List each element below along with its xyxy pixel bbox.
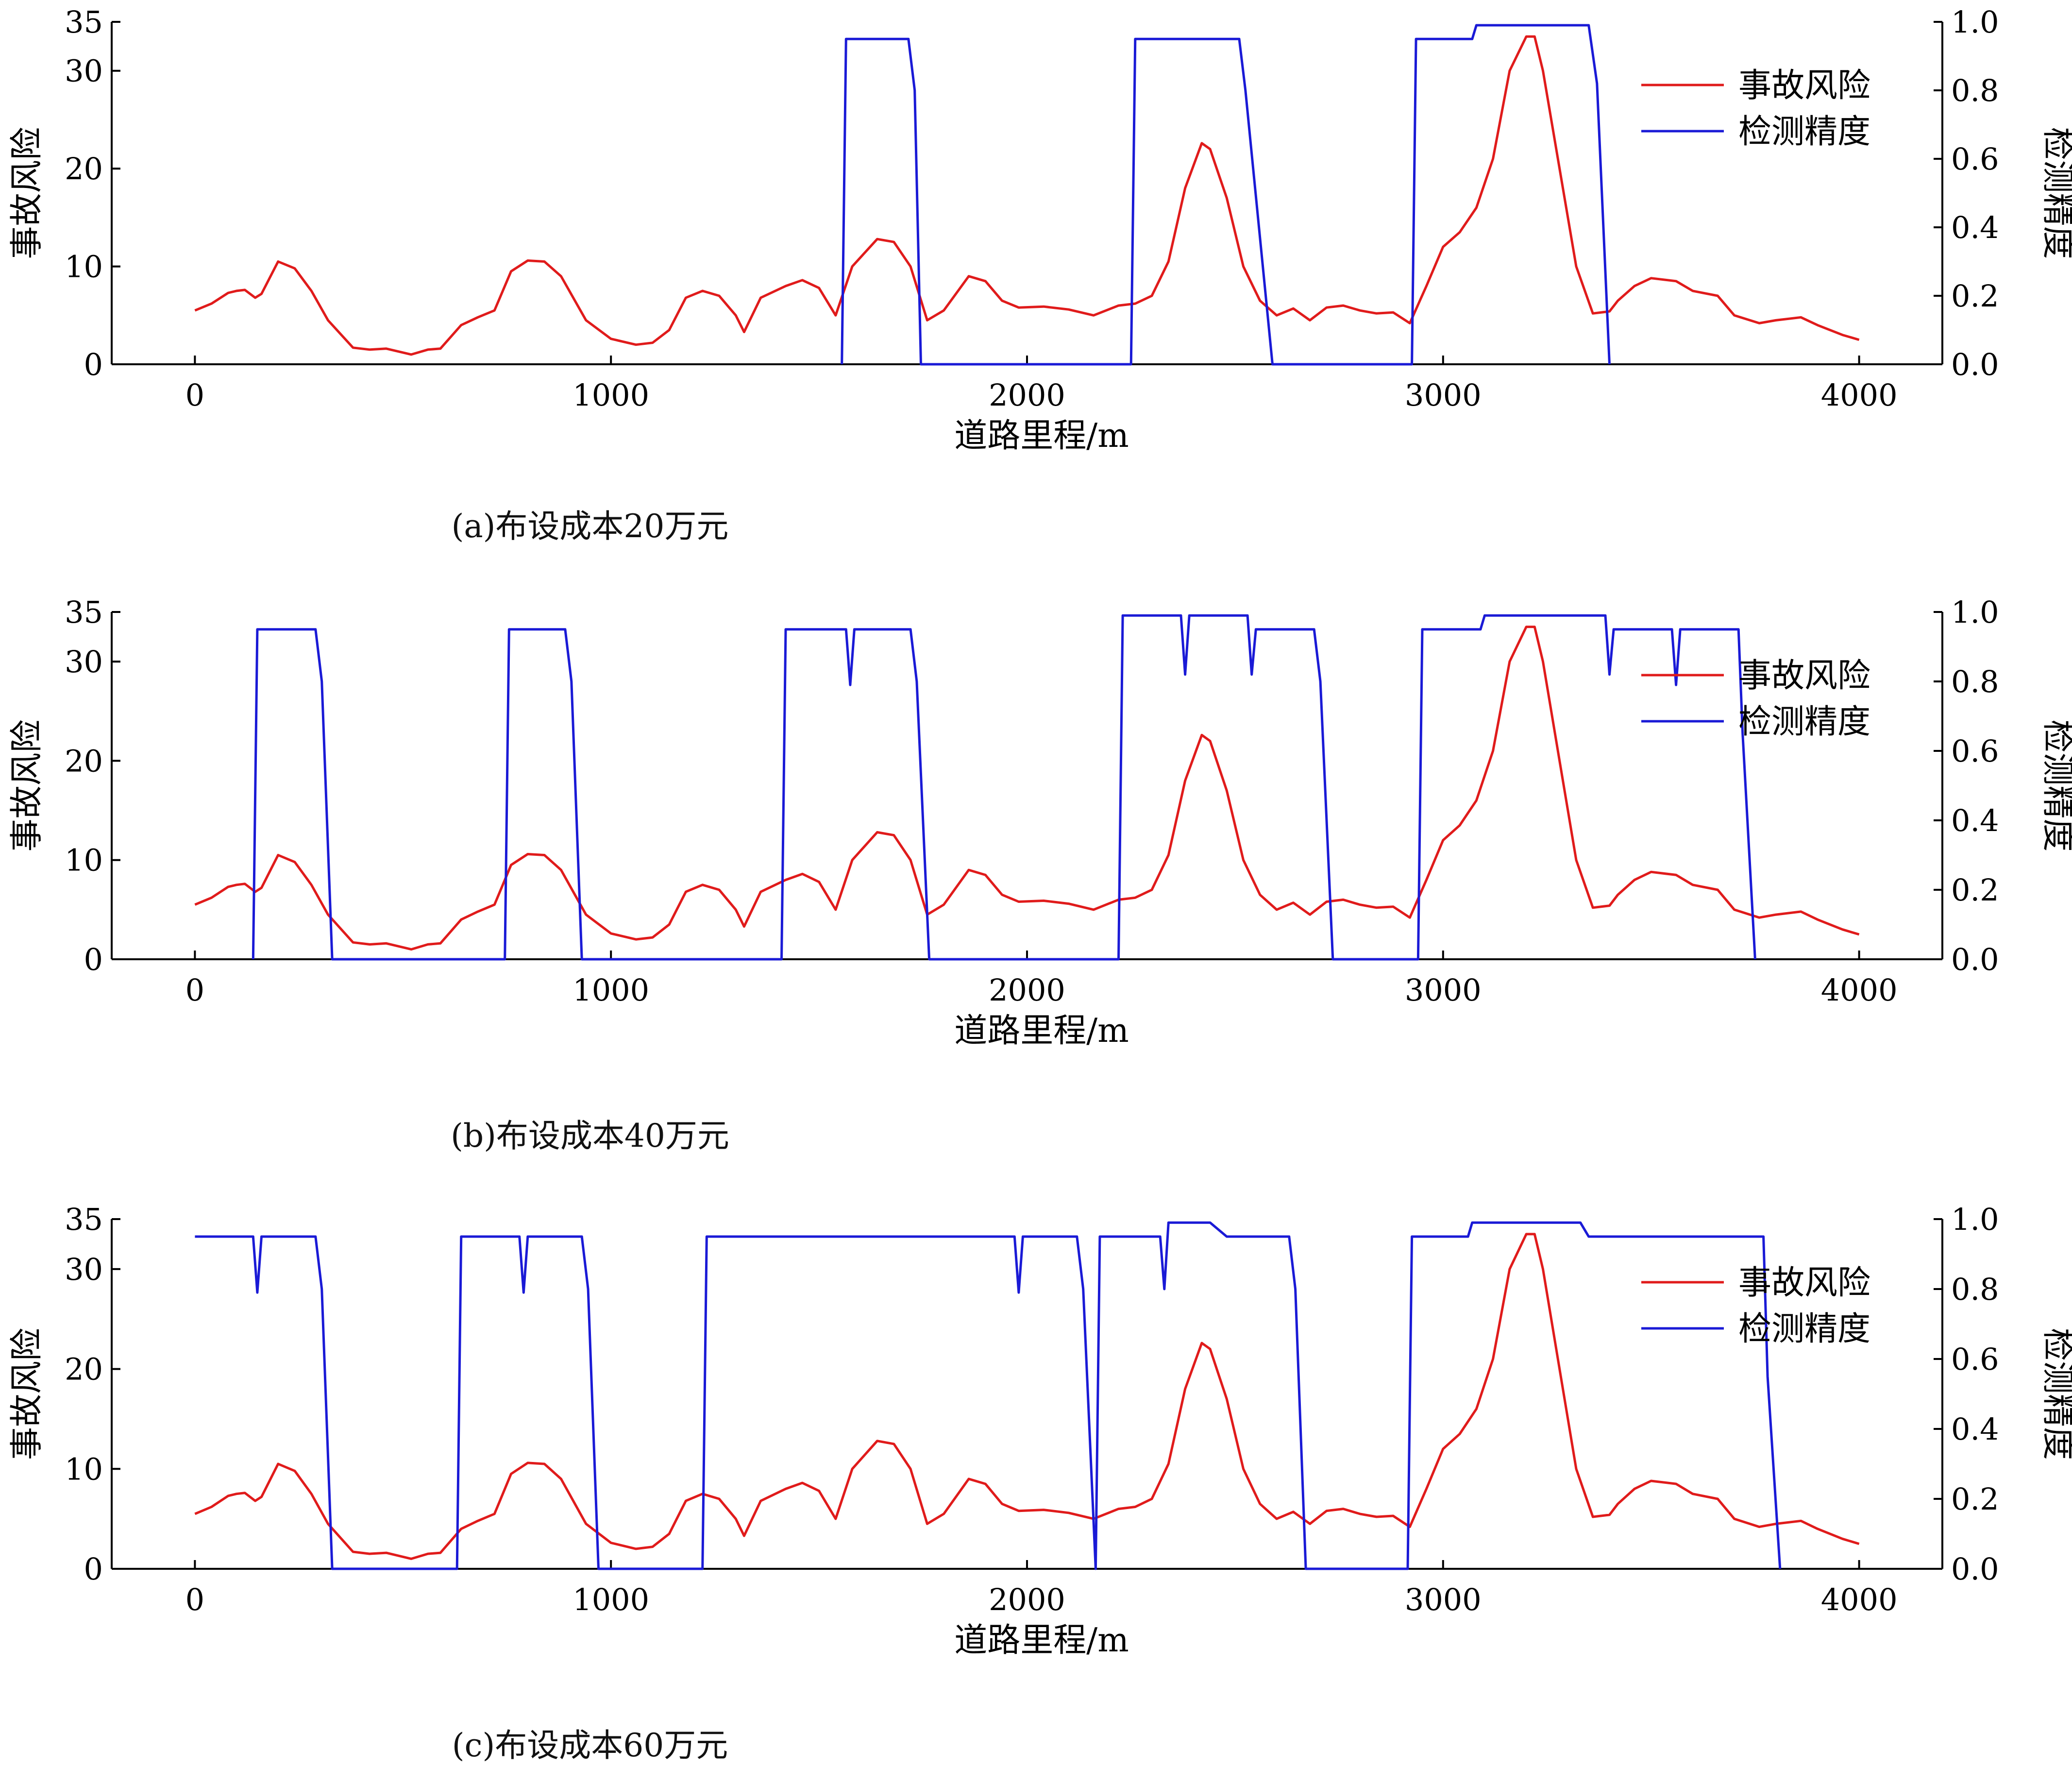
y-axis-right-label: 检测精度 <box>2038 127 2072 259</box>
legend-accuracy-label: 检测精度 <box>1738 113 1870 151</box>
risk-series-line <box>194 35 1860 356</box>
y-right-tick-label: 0.0 <box>1951 1551 1999 1587</box>
risk-series-line <box>194 1233 1860 1560</box>
accuracy-series-line <box>195 1221 1782 1570</box>
x-tick-label: 0 <box>185 377 204 413</box>
x-axis-label: 道路里程/m <box>954 417 1129 455</box>
y-right-tick-label: 0.0 <box>1951 347 1999 382</box>
chart-panel-1: 0 1000 2000 3000 4000 0 10 20 30 35 0.0 0.2 0.4 0.6 0.… <box>8 594 2072 1050</box>
y-left-tick-label: 35 <box>65 1202 103 1237</box>
x-tick-label: 3000 <box>1405 1582 1482 1617</box>
x-tick-label: 1000 <box>573 972 649 1008</box>
y-axis-left-label: 事故风险 <box>8 127 46 259</box>
y-right-tick-label: 0.8 <box>1951 73 1999 108</box>
y-right-tick-label: 0.4 <box>1951 210 1999 245</box>
legend-accuracy-label: 检测精度 <box>1738 1310 1870 1348</box>
y-left-tick-label: 0 <box>84 1551 103 1587</box>
y-axis-left-label: 事故风险 <box>8 719 46 851</box>
y-right-tick-label: 0.2 <box>1951 872 1999 908</box>
x-tick-label: 3000 <box>1405 972 1482 1008</box>
y-right-tick-label: 0.6 <box>1951 1341 1999 1377</box>
y-left-tick-label: 0 <box>84 942 103 977</box>
legend-risk-label: 事故风险 <box>1738 1264 1870 1302</box>
y-left-tick-label: 0 <box>84 347 103 382</box>
caption-b: (b)布设成本40万元 <box>451 1117 729 1155</box>
x-tick-label: 4000 <box>1821 377 1898 413</box>
y-left-tick-label: 30 <box>65 644 103 679</box>
y-left-tick-label: 10 <box>65 1451 103 1487</box>
x-tick-label: 2000 <box>989 972 1065 1008</box>
y-left-tick-label: 20 <box>65 151 103 187</box>
y-left-tick-label: 35 <box>65 4 103 40</box>
legend-risk-label: 事故风险 <box>1738 67 1870 105</box>
accuracy-series-line <box>841 24 1611 366</box>
y-right-tick-label: 0.4 <box>1951 803 1999 838</box>
y-right-tick-label: 1.0 <box>1951 1202 1999 1237</box>
x-axis-label: 道路里程/m <box>954 1621 1129 1660</box>
x-tick-label: 4000 <box>1821 1582 1898 1617</box>
x-tick-label: 4000 <box>1821 972 1898 1008</box>
y-left-tick-label: 10 <box>65 843 103 878</box>
y-axis-right-label: 检测精度 <box>2038 719 2072 851</box>
risk-series-line <box>194 626 1860 951</box>
chart-panel-2: 0 1000 2000 3000 4000 0 10 20 30 35 0.0 0.2 0.4 0.6 0.… <box>8 1202 2072 1660</box>
y-right-tick-label: 0.4 <box>1951 1411 1999 1447</box>
y-axis-right-label: 检测精度 <box>2038 1328 2072 1460</box>
x-tick-label: 2000 <box>989 377 1065 413</box>
legend-risk-label: 事故风险 <box>1738 657 1870 695</box>
y-right-tick-label: 1.0 <box>1951 4 1999 40</box>
x-tick-label: 3000 <box>1405 377 1482 413</box>
y-right-tick-label: 0.8 <box>1951 664 1999 699</box>
x-tick-label: 0 <box>185 1582 204 1617</box>
y-right-tick-label: 1.0 <box>1951 594 1999 630</box>
y-left-tick-label: 30 <box>65 1252 103 1287</box>
y-right-tick-label: 0.8 <box>1951 1272 1999 1307</box>
caption-a: (a)布设成本20万元 <box>451 508 729 545</box>
y-left-tick-label: 35 <box>65 594 103 630</box>
y-axis-left-label: 事故风险 <box>8 1328 46 1460</box>
x-tick-label: 1000 <box>573 1582 649 1617</box>
y-right-tick-label: 0.0 <box>1951 942 1999 977</box>
y-left-tick-label: 20 <box>65 743 103 779</box>
x-tick-label: 2000 <box>989 1582 1065 1617</box>
chart-panel-0: 0 1000 2000 3000 4000 0 10 20 30 35 0.0 0.2 0.4 0.6 0.… <box>8 4 2072 455</box>
y-left-tick-label: 10 <box>65 249 103 285</box>
accuracy-series-line <box>252 614 1756 961</box>
y-left-tick-label: 30 <box>65 53 103 89</box>
y-right-tick-label: 0.6 <box>1951 733 1999 769</box>
y-right-tick-label: 0.2 <box>1951 278 1999 314</box>
x-axis-label: 道路里程/m <box>954 1012 1129 1050</box>
x-tick-label: 1000 <box>573 377 649 413</box>
legend-accuracy-label: 检测精度 <box>1738 703 1870 741</box>
y-right-tick-label: 0.6 <box>1951 141 1999 177</box>
x-tick-label: 0 <box>185 972 204 1008</box>
y-left-tick-label: 20 <box>65 1352 103 1387</box>
y-right-tick-label: 0.2 <box>1951 1481 1999 1517</box>
caption-c: (c)布设成本60万元 <box>452 1727 728 1764</box>
